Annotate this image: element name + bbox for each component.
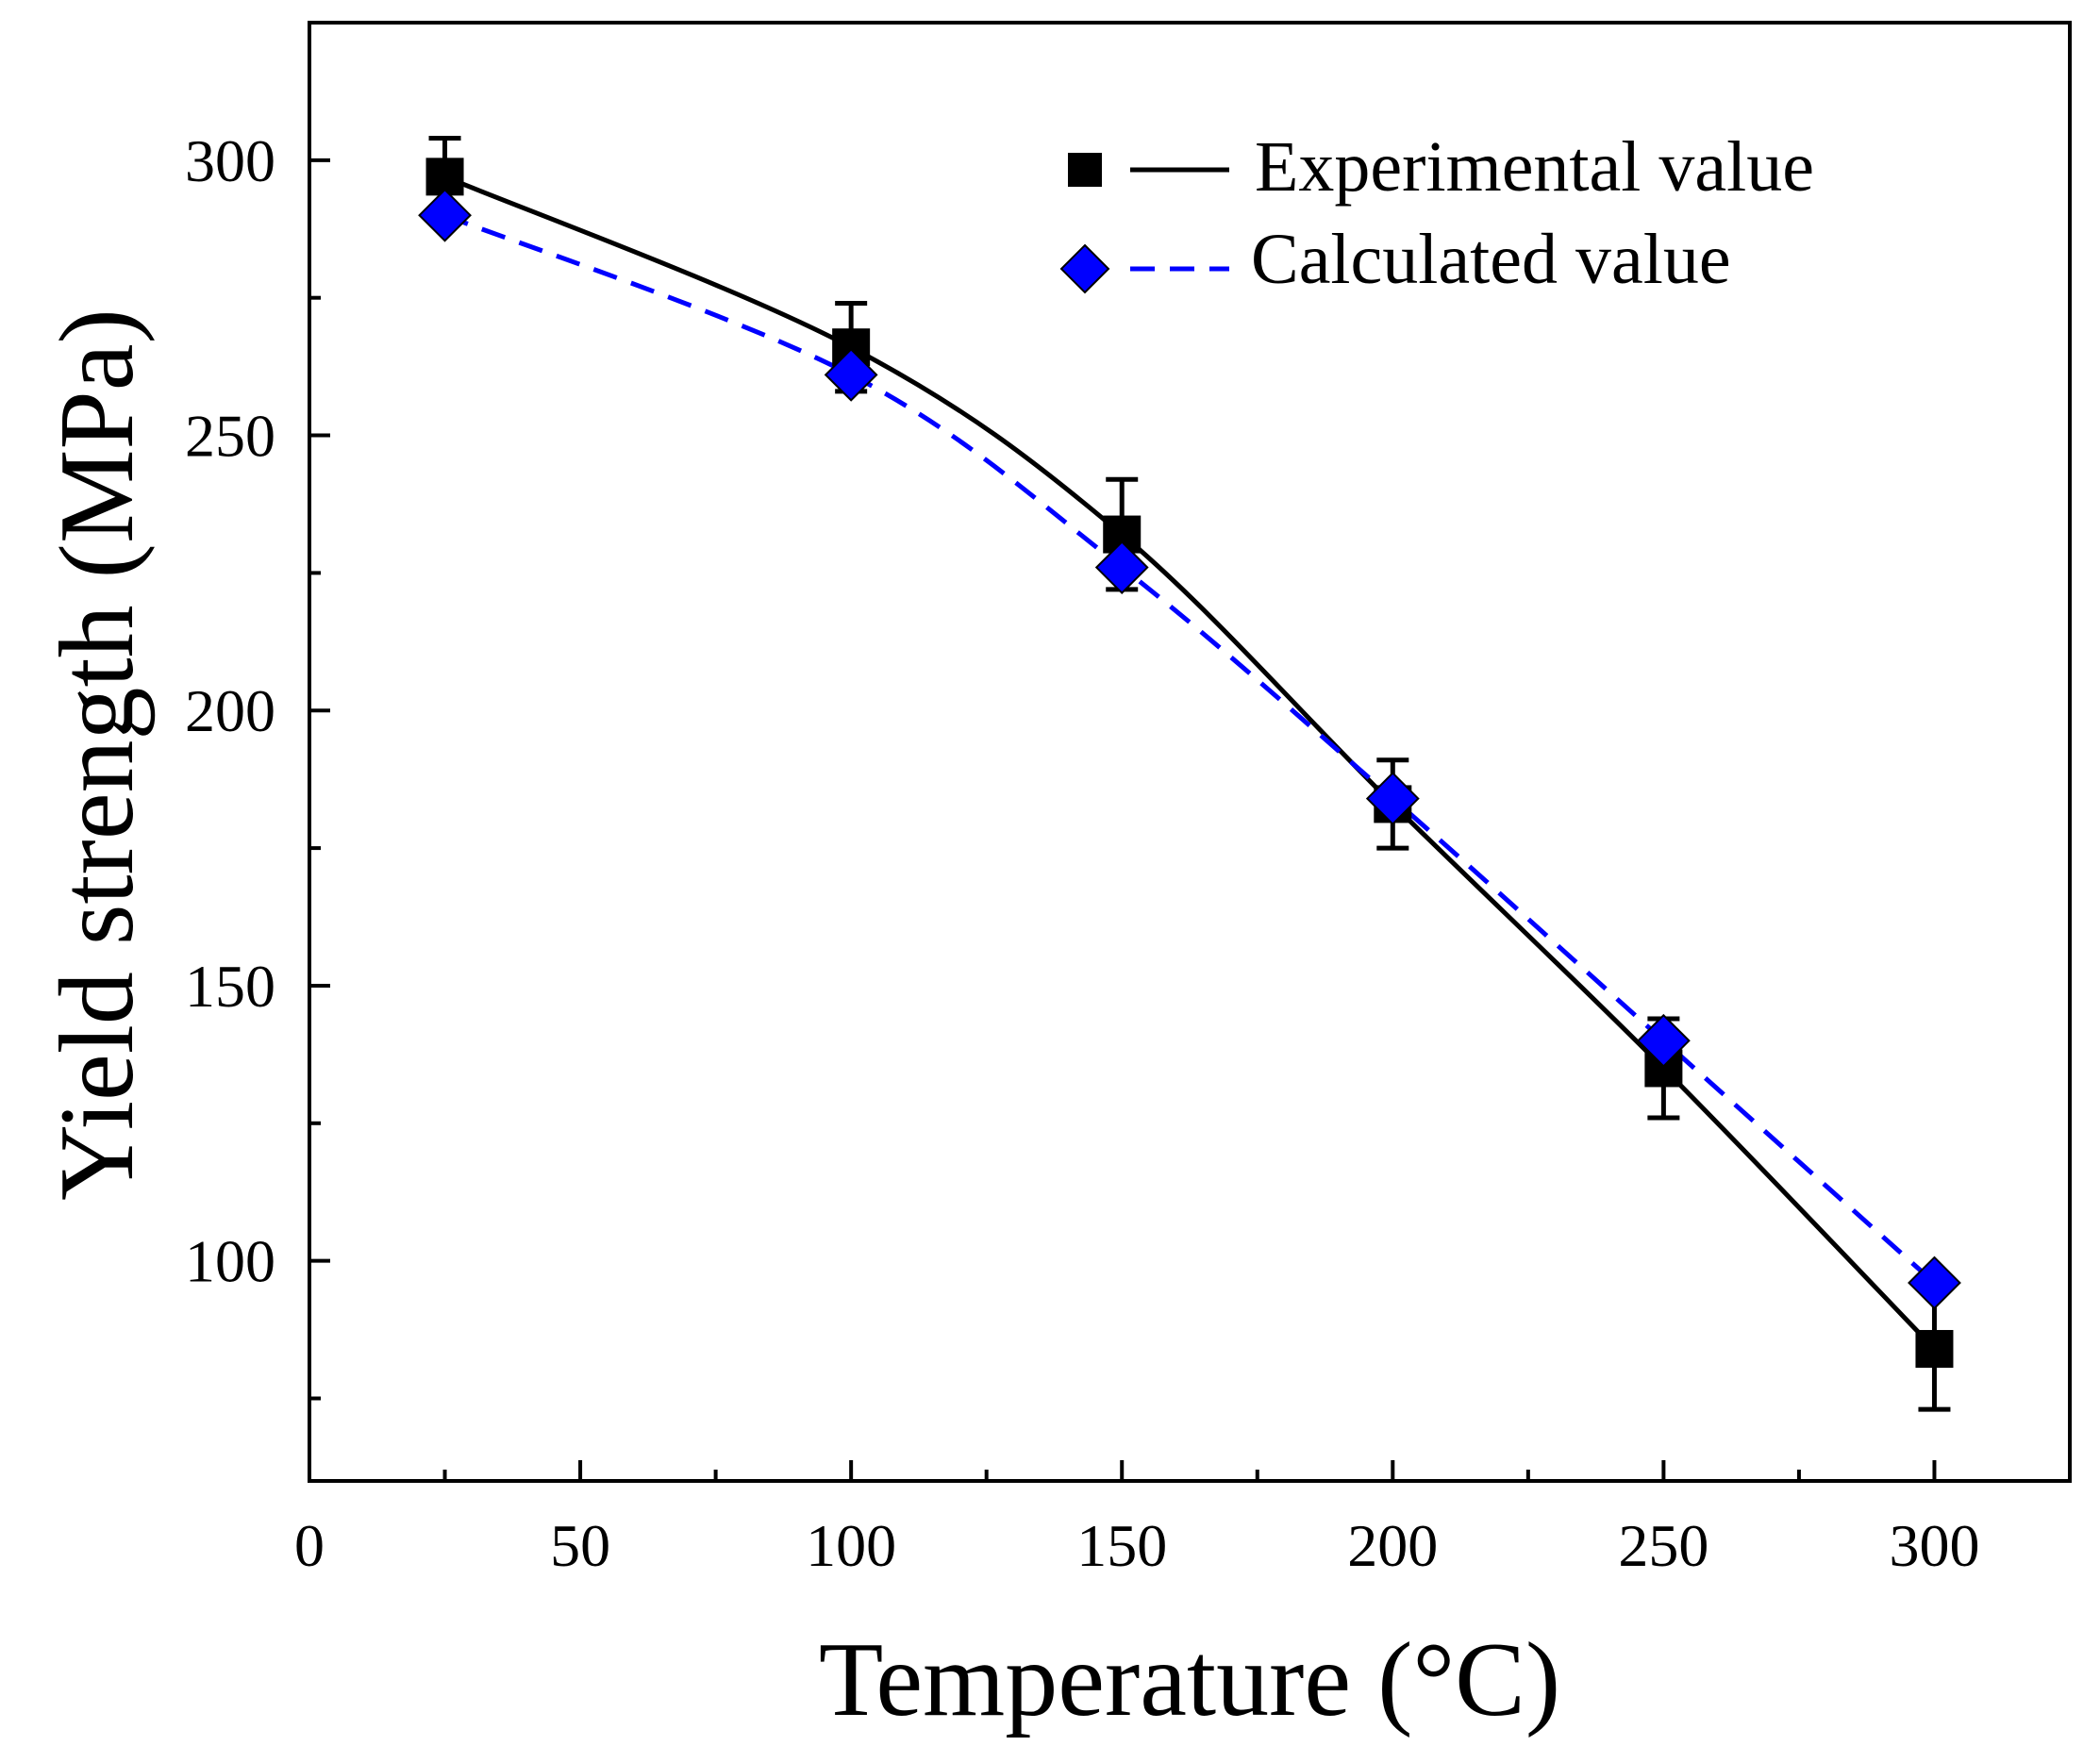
series-line-experimental	[443, 175, 1937, 1351]
series-lines	[443, 175, 1937, 1351]
y-axis-title: Yield strength (MPa)	[39, 308, 156, 1201]
x-tick-label: 50	[550, 1512, 610, 1579]
calculated-point	[1908, 1255, 1961, 1310]
y-tick-label: 100	[185, 1228, 275, 1295]
error-bars	[428, 136, 1951, 1412]
y-tick-labels: 100 150 200 250 300	[185, 127, 275, 1295]
calculated-point	[824, 347, 878, 402]
calculated-point	[1094, 540, 1149, 594]
y-tick-label: 150	[185, 953, 275, 1020]
x-tick-label: 0	[294, 1512, 325, 1579]
legend: Experimental value Calculated value	[1059, 127, 1814, 299]
calculated-point	[1365, 772, 1420, 826]
y-tick-label: 300	[185, 127, 275, 194]
series-line-calculated	[443, 212, 1937, 1285]
legend-marker-experimental	[1068, 153, 1102, 187]
axis-ticks	[308, 158, 1937, 1481]
legend-label-experimental: Experimental value	[1255, 127, 1814, 207]
plot-frame	[308, 21, 2072, 1483]
x-tick-label: 250	[1618, 1512, 1708, 1579]
x-tick-label: 200	[1347, 1512, 1438, 1579]
legend-marker-calculated	[1059, 243, 1110, 294]
x-tick-label: 100	[806, 1512, 896, 1579]
x-axis-title: Temperature (°C)	[819, 1621, 1560, 1738]
y-tick-label: 250	[185, 403, 275, 470]
legend-label-calculated: Calculated value	[1251, 220, 1731, 299]
data-markers	[418, 158, 1961, 1368]
experimental-point	[1915, 1329, 1954, 1368]
calculated-point	[1636, 1013, 1691, 1068]
calculated-point	[418, 188, 472, 242]
x-tick-labels: 0 50 100 150 200 250 300	[294, 1512, 1979, 1579]
x-tick-label: 300	[1889, 1512, 1979, 1579]
x-tick-label: 150	[1076, 1512, 1167, 1579]
y-tick-label: 200	[185, 677, 275, 744]
